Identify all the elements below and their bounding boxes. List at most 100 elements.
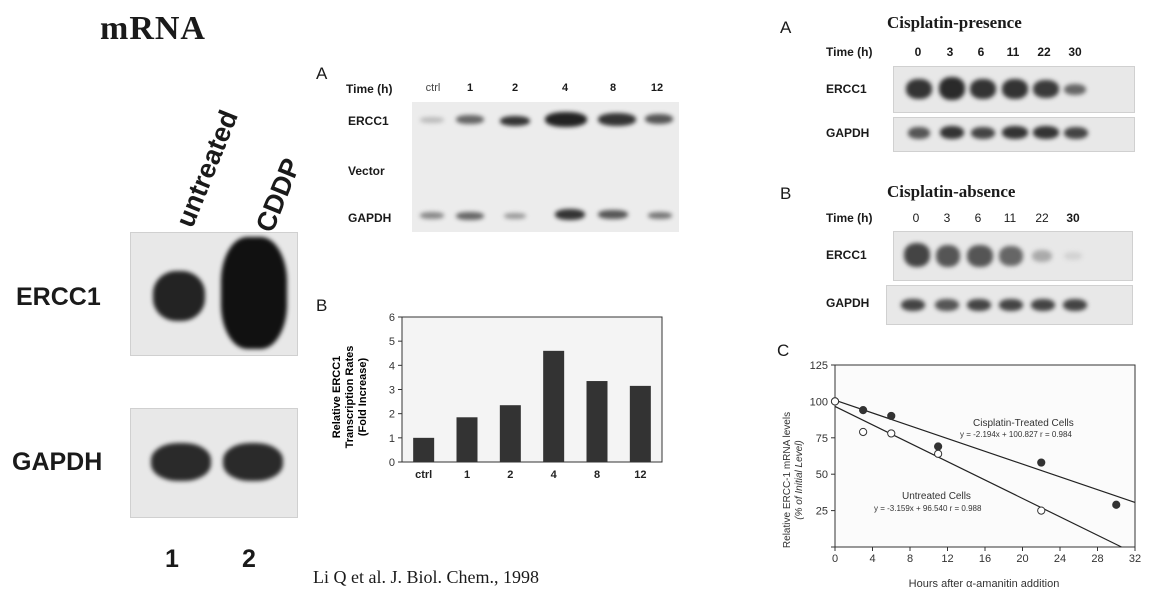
bar-xtick-label: 2	[507, 469, 513, 481]
bar-4	[543, 350, 565, 462]
treated-series-name: Cisplatin-Treated Cells	[973, 418, 1074, 429]
untreated-series-name: Untreated Cells	[902, 491, 971, 502]
scatter-ytick-label: 75	[816, 433, 828, 445]
middle-panel-a-letter: A	[316, 64, 328, 83]
bar-8	[586, 381, 608, 462]
untreated-point	[1037, 506, 1046, 515]
treated-point	[1037, 458, 1046, 467]
bar-chart-ylabel: Relative ERCC1 Transcription Rates (Fold…	[331, 346, 369, 449]
rb-ercc1-band-6	[967, 245, 993, 267]
untreated-point	[934, 449, 943, 458]
middle-row-vector: Vector	[348, 164, 385, 178]
lane-header-untreated: untreated	[170, 105, 244, 232]
bar-ytick-label: 4	[389, 360, 395, 372]
right-a-time-3: 3	[946, 45, 954, 59]
middle-panel-b-letter: B	[316, 296, 328, 315]
fit-line-series-2	[834, 405, 1122, 548]
treated-point	[934, 442, 943, 451]
ra-ercc1-band-11	[1002, 79, 1028, 99]
ra-ercc1-band-6	[970, 79, 996, 99]
rb-ercc1-band-0	[904, 243, 930, 267]
middle-row-ercc1: ERCC1	[348, 114, 389, 128]
rb-gapdh-band-22	[1031, 299, 1055, 311]
scatter-axes	[834, 364, 1136, 548]
right-panel-a-title: Cisplatin-presence	[887, 13, 1022, 32]
right-b-time-30: 30	[1066, 211, 1080, 225]
mid-ercc1-band-12	[645, 114, 673, 124]
ra-ercc1-band-30	[1064, 84, 1086, 95]
bar-ytick-label: 3	[389, 385, 395, 397]
scatter-xtick-label: 32	[1129, 553, 1141, 565]
right-a-time-label: Time (h)	[826, 45, 873, 59]
mid-ercc1-band-ctrl	[420, 117, 444, 123]
mid-gapdh-band-4	[555, 209, 585, 220]
bar-2	[499, 405, 521, 462]
gapdh-row-label-left: GAPDH	[12, 448, 103, 476]
right-b-time-label: Time (h)	[826, 211, 873, 225]
right-b-time-22: 22	[1035, 211, 1049, 225]
right-a-time-22: 22	[1037, 45, 1051, 59]
mid-ercc1-band-1	[456, 115, 484, 124]
middle-time-ctrl: ctrl	[425, 82, 441, 94]
bar-12	[629, 385, 651, 462]
untreated-point	[830, 397, 840, 406]
right-b-time-3: 3	[943, 211, 951, 225]
treated-series-equation: y = -2.194x + 100.827 r = 0.984	[960, 430, 1072, 439]
bar-ytick-label: 5	[389, 336, 395, 348]
scatter-xtick-label: 0	[832, 553, 838, 565]
right-b-time-0: 0	[912, 211, 920, 225]
right-b-gapdh-blot	[886, 285, 1133, 325]
ra-gapdh-band-30	[1064, 127, 1088, 139]
rb-ercc1-band-11	[999, 246, 1023, 266]
mid-ercc1-band-2	[500, 116, 530, 126]
scatter-xtick-label: 28	[1091, 553, 1103, 565]
right-a-time-0: 0	[914, 45, 922, 59]
fit-line-series-1	[834, 399, 1136, 503]
rb-gapdh-band-30	[1063, 299, 1087, 311]
bar-xtick-label: 4	[551, 469, 558, 481]
bar-xtick-label: 12	[634, 469, 646, 481]
right-a-time-11: 11	[1006, 45, 1020, 59]
bar-chart-ylabel-line-2: Transcription Rates	[344, 346, 356, 449]
middle-blot-a	[412, 102, 679, 232]
bar-chart-ylabel-line-1: Relative ERCC1	[331, 356, 343, 439]
middle-time-2: 2	[511, 82, 519, 94]
bar-ytick-label: 1	[389, 433, 395, 445]
gapdh-band-cddp	[223, 443, 283, 481]
right-a-time-30: 30	[1068, 45, 1082, 59]
bar-chart: Relative ERCC1 Transcription Rates (Fold…	[331, 312, 663, 481]
rb-ercc1-band-3	[936, 245, 960, 267]
middle-time-label: Time (h)	[346, 82, 393, 96]
scatter-xtick-label: 16	[979, 553, 991, 565]
rb-gapdh-band-6	[967, 299, 991, 311]
right-panel-a-letter: A	[780, 18, 792, 37]
scatter-xtick-label: 24	[1054, 553, 1066, 565]
bar-xtick-label: ctrl	[415, 469, 432, 481]
scatter-points	[830, 397, 1121, 515]
rb-gapdh-band-3	[935, 299, 959, 311]
bar-chart-ylabel-line-3: (Fold Increase)	[357, 358, 369, 437]
bar-chart-axes	[401, 316, 663, 463]
middle-time-4: 4	[561, 82, 569, 94]
decay-scatter-chart: Relative ERCC-1 mRNA levels (% of Initia…	[782, 360, 1141, 590]
ra-ercc1-band-3	[939, 77, 965, 100]
ercc1-band-untreated	[153, 271, 205, 321]
bar-xtick-label: 1	[464, 469, 470, 481]
scatter-ylabel: Relative ERCC-1 mRNA levels (% of Initia…	[782, 412, 805, 548]
scatter-xtick-label: 12	[941, 553, 953, 565]
ercc1-row-label-left: ERCC1	[16, 283, 101, 311]
bar-ytick-label: 6	[389, 312, 395, 324]
right-a-ercc1-blot	[893, 66, 1135, 113]
bar-ytick-label: 0	[389, 457, 395, 469]
scatter-ylabel-line-1: Relative ERCC-1 mRNA levels	[782, 412, 793, 548]
right-b-ercc1-blot	[893, 231, 1133, 281]
mid-gapdh-band-12	[648, 212, 672, 219]
right-a-time-6: 6	[977, 45, 985, 59]
right-b-row-ercc1: ERCC1	[826, 248, 867, 262]
lane-header-cddp: CDDP	[250, 154, 307, 237]
mrna-title: mRNA	[100, 10, 206, 47]
scatter-ytick-label: 100	[810, 396, 828, 408]
mid-gapdh-band-8	[598, 210, 628, 219]
scatter-ytick-label: 50	[816, 469, 828, 481]
scatter-ylabel-line-2: (% of Initial Level)	[794, 440, 805, 519]
